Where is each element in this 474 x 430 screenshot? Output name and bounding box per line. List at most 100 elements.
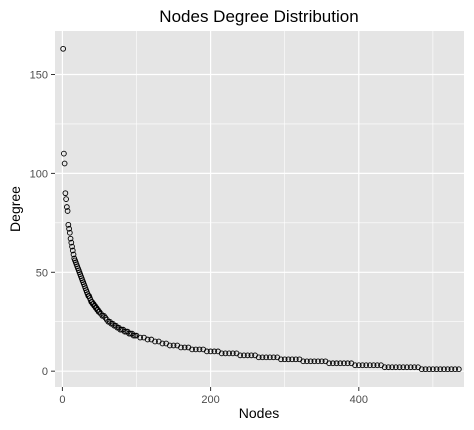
data-point [63, 196, 69, 202]
data-point [67, 235, 74, 242]
data-point [359, 362, 366, 369]
data-point [422, 366, 429, 373]
data-point [229, 350, 236, 357]
data-point [289, 356, 295, 363]
data-point [60, 45, 67, 52]
data-point [404, 364, 410, 371]
data-point [341, 360, 347, 367]
y-tick-label: 150 [30, 70, 48, 82]
data-point [392, 364, 399, 371]
data-point [318, 358, 325, 365]
data-point [196, 346, 203, 353]
data-point [344, 360, 351, 367]
data-point [311, 358, 318, 365]
data-point [337, 360, 344, 367]
data-point [381, 364, 388, 371]
data-point [267, 354, 273, 361]
data-point [263, 354, 270, 361]
data-point [333, 360, 340, 367]
data-point [455, 366, 462, 373]
data-point [400, 364, 407, 371]
data-point [292, 356, 299, 363]
data-point [222, 350, 229, 357]
data-point [270, 354, 277, 361]
data-points [60, 45, 462, 373]
data-point [444, 366, 451, 373]
data-point [437, 366, 444, 373]
chart-title: Nodes Degree Distribution [159, 7, 358, 26]
data-point [152, 338, 158, 345]
data-point [259, 354, 266, 361]
data-point [241, 352, 247, 359]
y-tick-label: 50 [36, 267, 48, 279]
data-point [237, 352, 244, 359]
data-point [181, 344, 188, 351]
data-point [159, 340, 166, 347]
data-point [62, 190, 69, 197]
y-axis-ticks: 0 50 100 150 [30, 70, 55, 378]
data-point [433, 366, 440, 373]
x-axis-ticks: 0 200 400 [59, 387, 368, 406]
data-point [144, 336, 151, 343]
data-point [430, 366, 436, 373]
y-tick-label: 0 [42, 366, 48, 378]
data-point [448, 366, 455, 373]
data-point [192, 346, 199, 353]
data-point [389, 364, 395, 371]
data-point [385, 364, 392, 371]
data-point [307, 358, 314, 365]
data-point [363, 362, 370, 369]
data-point [426, 366, 433, 373]
data-point [278, 356, 284, 363]
data-point [396, 364, 403, 371]
data-point [178, 344, 184, 351]
data-point [418, 366, 425, 373]
data-point [207, 348, 214, 355]
data-point [407, 364, 414, 371]
data-point [189, 346, 195, 353]
data-point [61, 160, 68, 167]
data-point [218, 350, 225, 357]
data-point [248, 352, 255, 359]
data-point [204, 348, 210, 355]
data-point [441, 366, 447, 373]
data-point [70, 251, 77, 258]
data-point [374, 362, 381, 369]
data-point [352, 362, 358, 369]
y-axis-title: Degree [7, 186, 23, 232]
data-point [61, 150, 67, 157]
data-point [244, 352, 251, 359]
data-point [69, 247, 76, 254]
data-point [300, 358, 307, 365]
data-point [64, 208, 71, 214]
data-point [255, 354, 262, 361]
major-grid [55, 31, 464, 387]
data-point [170, 342, 177, 349]
data-point [326, 360, 332, 367]
data-point [304, 358, 310, 365]
data-point [355, 362, 362, 369]
data-point [370, 362, 377, 369]
data-point [330, 360, 336, 367]
x-tick-label: 200 [201, 394, 219, 406]
data-point [68, 239, 75, 246]
data-point [315, 358, 321, 365]
data-point [281, 356, 288, 363]
x-tick-label: 400 [350, 394, 368, 406]
data-point [166, 342, 173, 349]
plot-panel [55, 31, 464, 387]
x-axis-title: Nodes [239, 405, 279, 421]
data-point [411, 364, 418, 371]
data-point [367, 362, 373, 369]
x-tick-label: 0 [59, 394, 65, 406]
data-point [66, 229, 73, 236]
data-point [452, 366, 458, 373]
data-point [137, 334, 144, 341]
data-point [69, 243, 75, 250]
data-point [211, 348, 218, 355]
y-tick-label: 100 [30, 168, 48, 180]
data-point [64, 204, 70, 210]
minor-grid [55, 31, 464, 387]
